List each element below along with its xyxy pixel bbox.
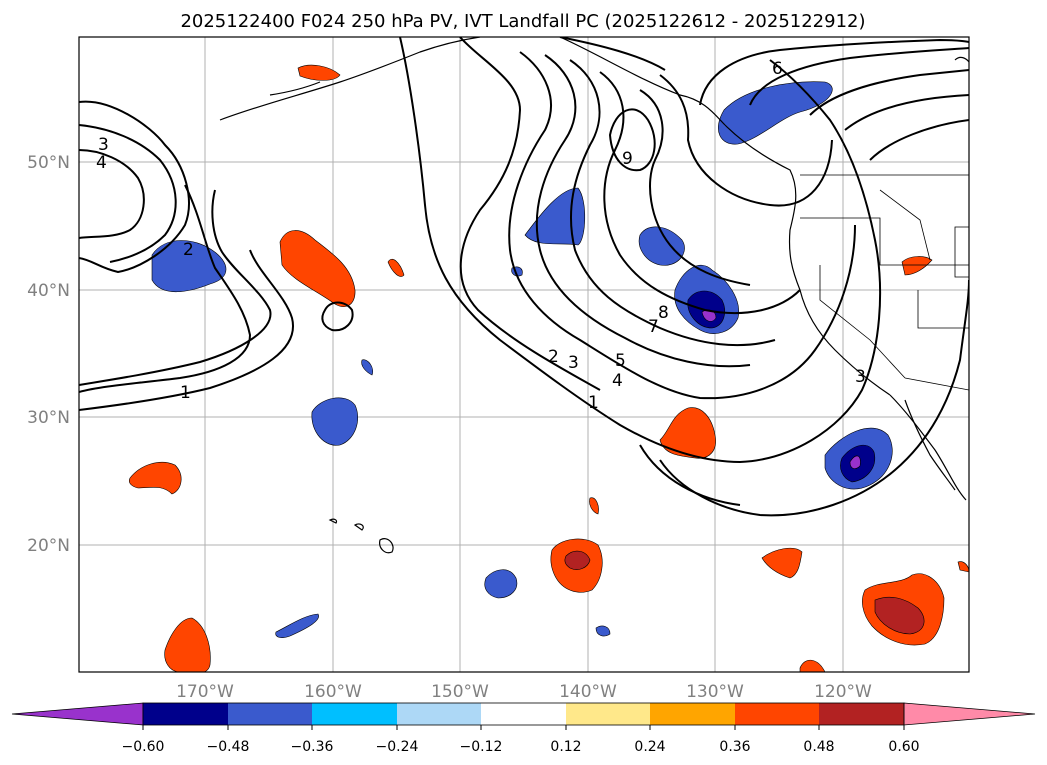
contour-label: 1 — [180, 383, 191, 403]
lat-tick-label: 20°N — [27, 536, 70, 556]
pv-positive-area — [874, 596, 925, 635]
contour-label: 4 — [96, 153, 107, 173]
colorbar-tick-label: 0.36 — [719, 739, 750, 755]
pv-negative-area — [524, 187, 586, 246]
figure-title: 2025122400 F024 250 hPa PV, IVT Landfall… — [180, 11, 865, 32]
pv-negative-area — [484, 569, 518, 599]
pv-negative-area — [275, 613, 319, 638]
lon-tick-label: 130°W — [686, 682, 744, 702]
ivt-contours — [79, 37, 969, 517]
coastlines — [219, 37, 969, 554]
pv-positive-area — [799, 659, 826, 672]
lon-tick-label: 170°W — [176, 682, 234, 702]
colorbar-tick-label: −0.60 — [122, 739, 165, 755]
colorbar-bin — [312, 703, 397, 725]
pv-negative-area — [151, 240, 227, 293]
colorbar-bin — [566, 703, 650, 725]
colorbar-bin — [397, 703, 481, 725]
pv-negative-area — [849, 455, 861, 469]
lon-tick-label: 140°W — [559, 682, 617, 702]
contour-label: 7 — [648, 317, 659, 337]
contour-label: 5 — [615, 351, 626, 371]
political-borders — [800, 174, 969, 391]
colorbar-bin — [481, 703, 566, 725]
pv-positive-area — [387, 258, 405, 277]
pv-positive-area — [564, 550, 591, 570]
pv-negative-area — [311, 397, 359, 446]
pv-positive-area — [164, 617, 211, 672]
lon-tick-labels: 170°W 160°W 150°W 140°W 130°W 120°W — [176, 682, 872, 702]
pv-positive-area — [297, 64, 341, 81]
lat-tick-label: 40°N — [27, 281, 70, 301]
colorbar-tick-label: 0.60 — [888, 739, 919, 755]
colorbar-tick-label: −0.36 — [291, 739, 334, 755]
lat-tick-label: 50°N — [27, 153, 70, 173]
colorbar-extend-min — [11, 702, 144, 726]
colorbar-tick-label: 0.48 — [803, 739, 834, 755]
lat-tick-label: 30°N — [27, 408, 70, 428]
pv-negative-area — [361, 359, 373, 376]
map-frame — [78, 36, 970, 673]
colorbar-bin — [819, 703, 904, 725]
contour-label: 8 — [658, 303, 669, 323]
lon-tick-label: 120°W — [814, 682, 872, 702]
colorbar-tick-label: 0.12 — [550, 739, 581, 755]
pv-positive-area — [957, 561, 969, 573]
contour-label: 3 — [98, 135, 109, 155]
contour-labels: 3 4 2 1 2 3 5 4 1 7 8 9 6 3 — [96, 59, 866, 413]
colorbar-tick-label: 0.24 — [634, 739, 665, 755]
colorbar-bin — [228, 703, 312, 725]
colorbar-bin — [143, 703, 228, 725]
pv-positive-area — [589, 497, 599, 515]
contour-label: 1 — [588, 393, 599, 413]
map-area: 3 4 2 1 2 3 5 4 1 7 8 9 6 3 — [79, 37, 969, 672]
contour-label: 9 — [622, 149, 633, 169]
pv-positive-area — [279, 230, 356, 307]
colorbar-tick-label: −0.48 — [207, 739, 250, 755]
pv-positive-area — [128, 461, 182, 495]
contour-label: 6 — [772, 59, 783, 79]
colorbar-ticks — [142, 725, 905, 730]
lon-tick-label: 150°W — [431, 682, 489, 702]
pv-positive-area — [659, 407, 716, 459]
contour-label: 4 — [612, 371, 623, 391]
pv-negative-area — [718, 81, 833, 145]
contour-label: 3 — [855, 367, 866, 387]
contour-label: 3 — [568, 353, 579, 373]
lat-tick-labels: 50°N 40°N 30°N 20°N — [27, 153, 70, 556]
colorbar: −0.60 −0.48 −0.36 −0.24 −0.12 0.12 0.24 … — [11, 702, 1036, 755]
colorbar-tick-label: −0.12 — [460, 739, 503, 755]
colorbar-bin — [650, 703, 735, 725]
colorbar-tick-label: −0.24 — [376, 739, 419, 755]
colorbar-bin — [735, 703, 819, 725]
colorbar-extend-max — [903, 702, 1036, 726]
pv-positive-area — [901, 256, 933, 276]
pv-positive-area — [761, 547, 803, 579]
lon-tick-label: 160°W — [304, 682, 362, 702]
contour-label: 2 — [548, 347, 559, 367]
contour-label: 2 — [183, 240, 194, 260]
pv-negative-area — [595, 625, 611, 637]
